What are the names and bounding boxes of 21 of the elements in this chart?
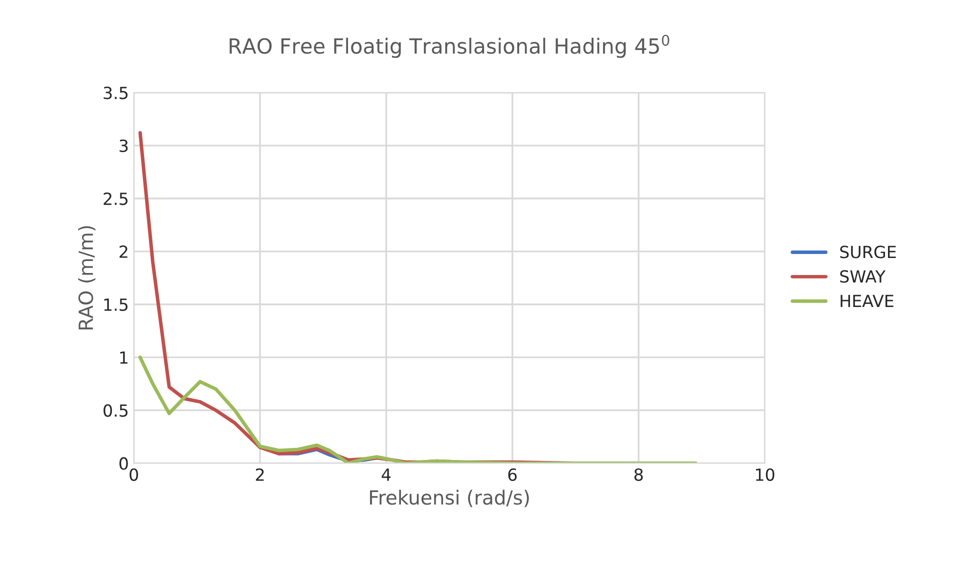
y-tick-label: 1.5 bbox=[104, 298, 128, 311]
y-tick-label: 2.5 bbox=[104, 192, 128, 206]
y-axis-title: RAO (m/m) bbox=[78, 226, 96, 330]
x-axis-title: Frekuensi (rad/s) bbox=[370, 490, 529, 508]
x-tick-label: 2 bbox=[256, 468, 264, 481]
legend-label: SWAY bbox=[840, 270, 886, 283]
y-tick-label: 0.5 bbox=[104, 404, 128, 417]
x-tick-label: 4 bbox=[382, 468, 391, 481]
x-tick-label: 6 bbox=[508, 468, 517, 481]
y-tick-label: 3.5 bbox=[104, 86, 128, 100]
y-tick-label: 3 bbox=[120, 140, 128, 152]
y-tick-label: 0 bbox=[119, 457, 128, 470]
x-tick-label: 8 bbox=[634, 468, 643, 481]
y-tick-label: 2 bbox=[120, 245, 128, 258]
x-tick-label: 0 bbox=[130, 468, 138, 481]
x-tick-label: 10 bbox=[756, 468, 774, 481]
y-tick-label: 1 bbox=[120, 352, 128, 364]
legend-label: HEAVE bbox=[840, 294, 894, 307]
chart-title: RAO Free Floatig Translasional Hading 45$^{0}$ bbox=[230, 34, 670, 58]
line-series bbox=[138, 356, 698, 464]
legend-label: SURGE bbox=[840, 246, 896, 258]
